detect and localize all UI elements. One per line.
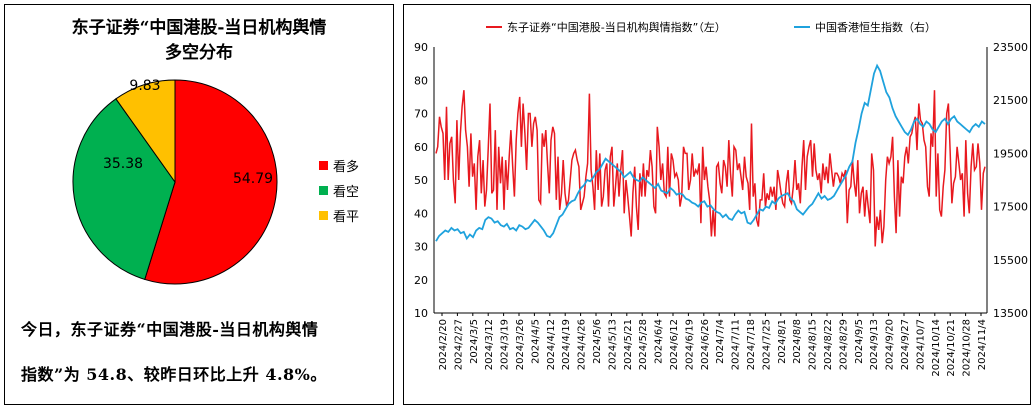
series-line-1 xyxy=(435,63,986,242)
y-left-tick-label: 90 xyxy=(414,41,428,54)
x-tick-label: 2024/10/14 xyxy=(931,319,942,377)
pie-slice-2 xyxy=(115,79,176,184)
x-tick-label: 2024/5/6 xyxy=(592,319,603,364)
x-tick-label: 2024/7/25 xyxy=(761,319,772,370)
x-tick-label: 2024/8/22 xyxy=(823,319,834,370)
pie-chart-panel: 东子证券“中国港股-当日机构舆情 多空分布 54.79 35.38 9.83 看多看… xyxy=(4,4,394,405)
x-tick-label: 2024/5/21 xyxy=(623,319,634,370)
y-left-tick-label: 80 xyxy=(414,74,428,87)
x-tick-label: 2024/4/5 xyxy=(530,319,541,364)
line-chart-panel: 10 20 30 40 50 60 70 80 90 13500 15500 17500 19500 21… xyxy=(403,4,1031,405)
x-tick-label: 2024/7/18 xyxy=(746,319,757,370)
y-right-tick-label: 13500 xyxy=(993,307,1028,320)
pie-chart-title-line1: 东子证券“中国港股-当日机构舆情 xyxy=(71,18,327,38)
x-tick-label: 2024/8/1 xyxy=(777,319,788,364)
legend-label-1: 中国香港恒生指数（右） xyxy=(815,20,936,34)
x-tick-label: 2024/6/12 xyxy=(669,319,680,370)
pie-slice-0 xyxy=(144,79,278,285)
pie-legend-swatch-0 xyxy=(319,161,328,170)
pie-legend-swatch-2 xyxy=(319,211,328,220)
pie-value-label-1: 35.38 xyxy=(103,156,143,172)
x-tick-label: 2024/5/28 xyxy=(638,319,649,370)
x-tick-label: 2024/2/20 xyxy=(438,319,449,370)
x-tick-label: 2024/3/26 xyxy=(515,319,526,370)
x-tick-label: 2024/3/19 xyxy=(500,319,511,370)
y-left-tick-label: 60 xyxy=(414,141,428,154)
legend-label-0: 东子证券“中国港股-当日机构舆情指数”（左） xyxy=(507,20,726,34)
x-tick-label: 2024/4/26 xyxy=(577,319,588,370)
x-tick-label: 2024/6/26 xyxy=(700,319,711,370)
x-tick-label: 2024/6/4 xyxy=(654,319,665,364)
x-tick-label: 2024/9/13 xyxy=(869,319,880,370)
x-tick-label: 2024/3/12 xyxy=(484,319,495,370)
line-chart: 10 20 30 40 50 60 70 80 90 13500 15500 17500 19500 21… xyxy=(414,20,1028,377)
series-line-0 xyxy=(435,90,986,247)
x-tick-label: 2024/4/19 xyxy=(561,319,572,370)
y-left-tick-label: 40 xyxy=(414,207,428,220)
pie-slice-1 xyxy=(72,98,176,281)
pie-value-label-0: 54.79 xyxy=(233,171,273,187)
y-left-tick-label: 10 xyxy=(414,307,428,320)
x-tick-label: 2024/8/15 xyxy=(808,319,819,370)
pie-legend-item-2: 看平 xyxy=(319,206,359,225)
x-tick-label: 2024/6/19 xyxy=(684,319,695,370)
y-left-tick-label: 20 xyxy=(414,274,428,287)
pie-legend-label-1: 看空 xyxy=(333,185,360,200)
x-tick-label: 2024/10/7 xyxy=(915,319,926,370)
pie-legend-item-1: 看空 xyxy=(319,181,359,200)
x-tick-label: 2024/5/13 xyxy=(607,319,618,370)
y-left-tick-label: 30 xyxy=(414,241,428,254)
x-tick-label: 2024/9/20 xyxy=(885,319,896,370)
y-right-tick-label: 17500 xyxy=(993,201,1028,214)
pie-legend-label-0: 看多 xyxy=(333,160,360,175)
x-tick-label: 2024/9/5 xyxy=(854,319,865,364)
summary-line1: 今日，东子证券“中国港股-当日机构舆情 xyxy=(21,320,319,339)
y-left-tick-label: 70 xyxy=(414,108,428,121)
y-right-tick-label: 21500 xyxy=(993,94,1028,107)
pie-chart-title-line2: 多空分布 xyxy=(165,43,233,63)
x-tick-label: 2024/10/28 xyxy=(962,319,973,377)
y-right-tick-label: 15500 xyxy=(993,254,1028,267)
x-tick-label: 2024/3/5 xyxy=(469,319,480,364)
x-tick-label: 2024/9/27 xyxy=(900,319,911,370)
pie-value-label-2: 9.83 xyxy=(129,78,160,94)
x-tick-label: 2024/2/27 xyxy=(453,319,464,370)
summary-line2: 指数”为 54.8、较昨日环比上升 4.8%。 xyxy=(21,365,327,384)
x-tick-label: 2024/7/4 xyxy=(715,319,726,364)
y-left-tick-label: 50 xyxy=(414,174,428,187)
pie-chart: 54.79 35.38 9.83 xyxy=(72,78,278,285)
x-tick-label: 2024/11/4 xyxy=(977,319,988,370)
x-tick-label: 2024/10/21 xyxy=(946,319,957,377)
pie-legend-label-2: 看平 xyxy=(333,210,360,225)
pie-legend-swatch-1 xyxy=(319,186,328,195)
x-tick-label: 2024/7/11 xyxy=(731,319,742,370)
y-right-tick-label: 19500 xyxy=(993,147,1028,160)
pie-legend-item-0: 看多 xyxy=(319,156,359,175)
y-right-tick-label: 23500 xyxy=(993,41,1028,54)
x-tick-label: 2024/4/12 xyxy=(546,319,557,370)
x-tick-label: 2024/8/29 xyxy=(838,319,849,370)
x-tick-label: 2024/8/8 xyxy=(792,319,803,364)
